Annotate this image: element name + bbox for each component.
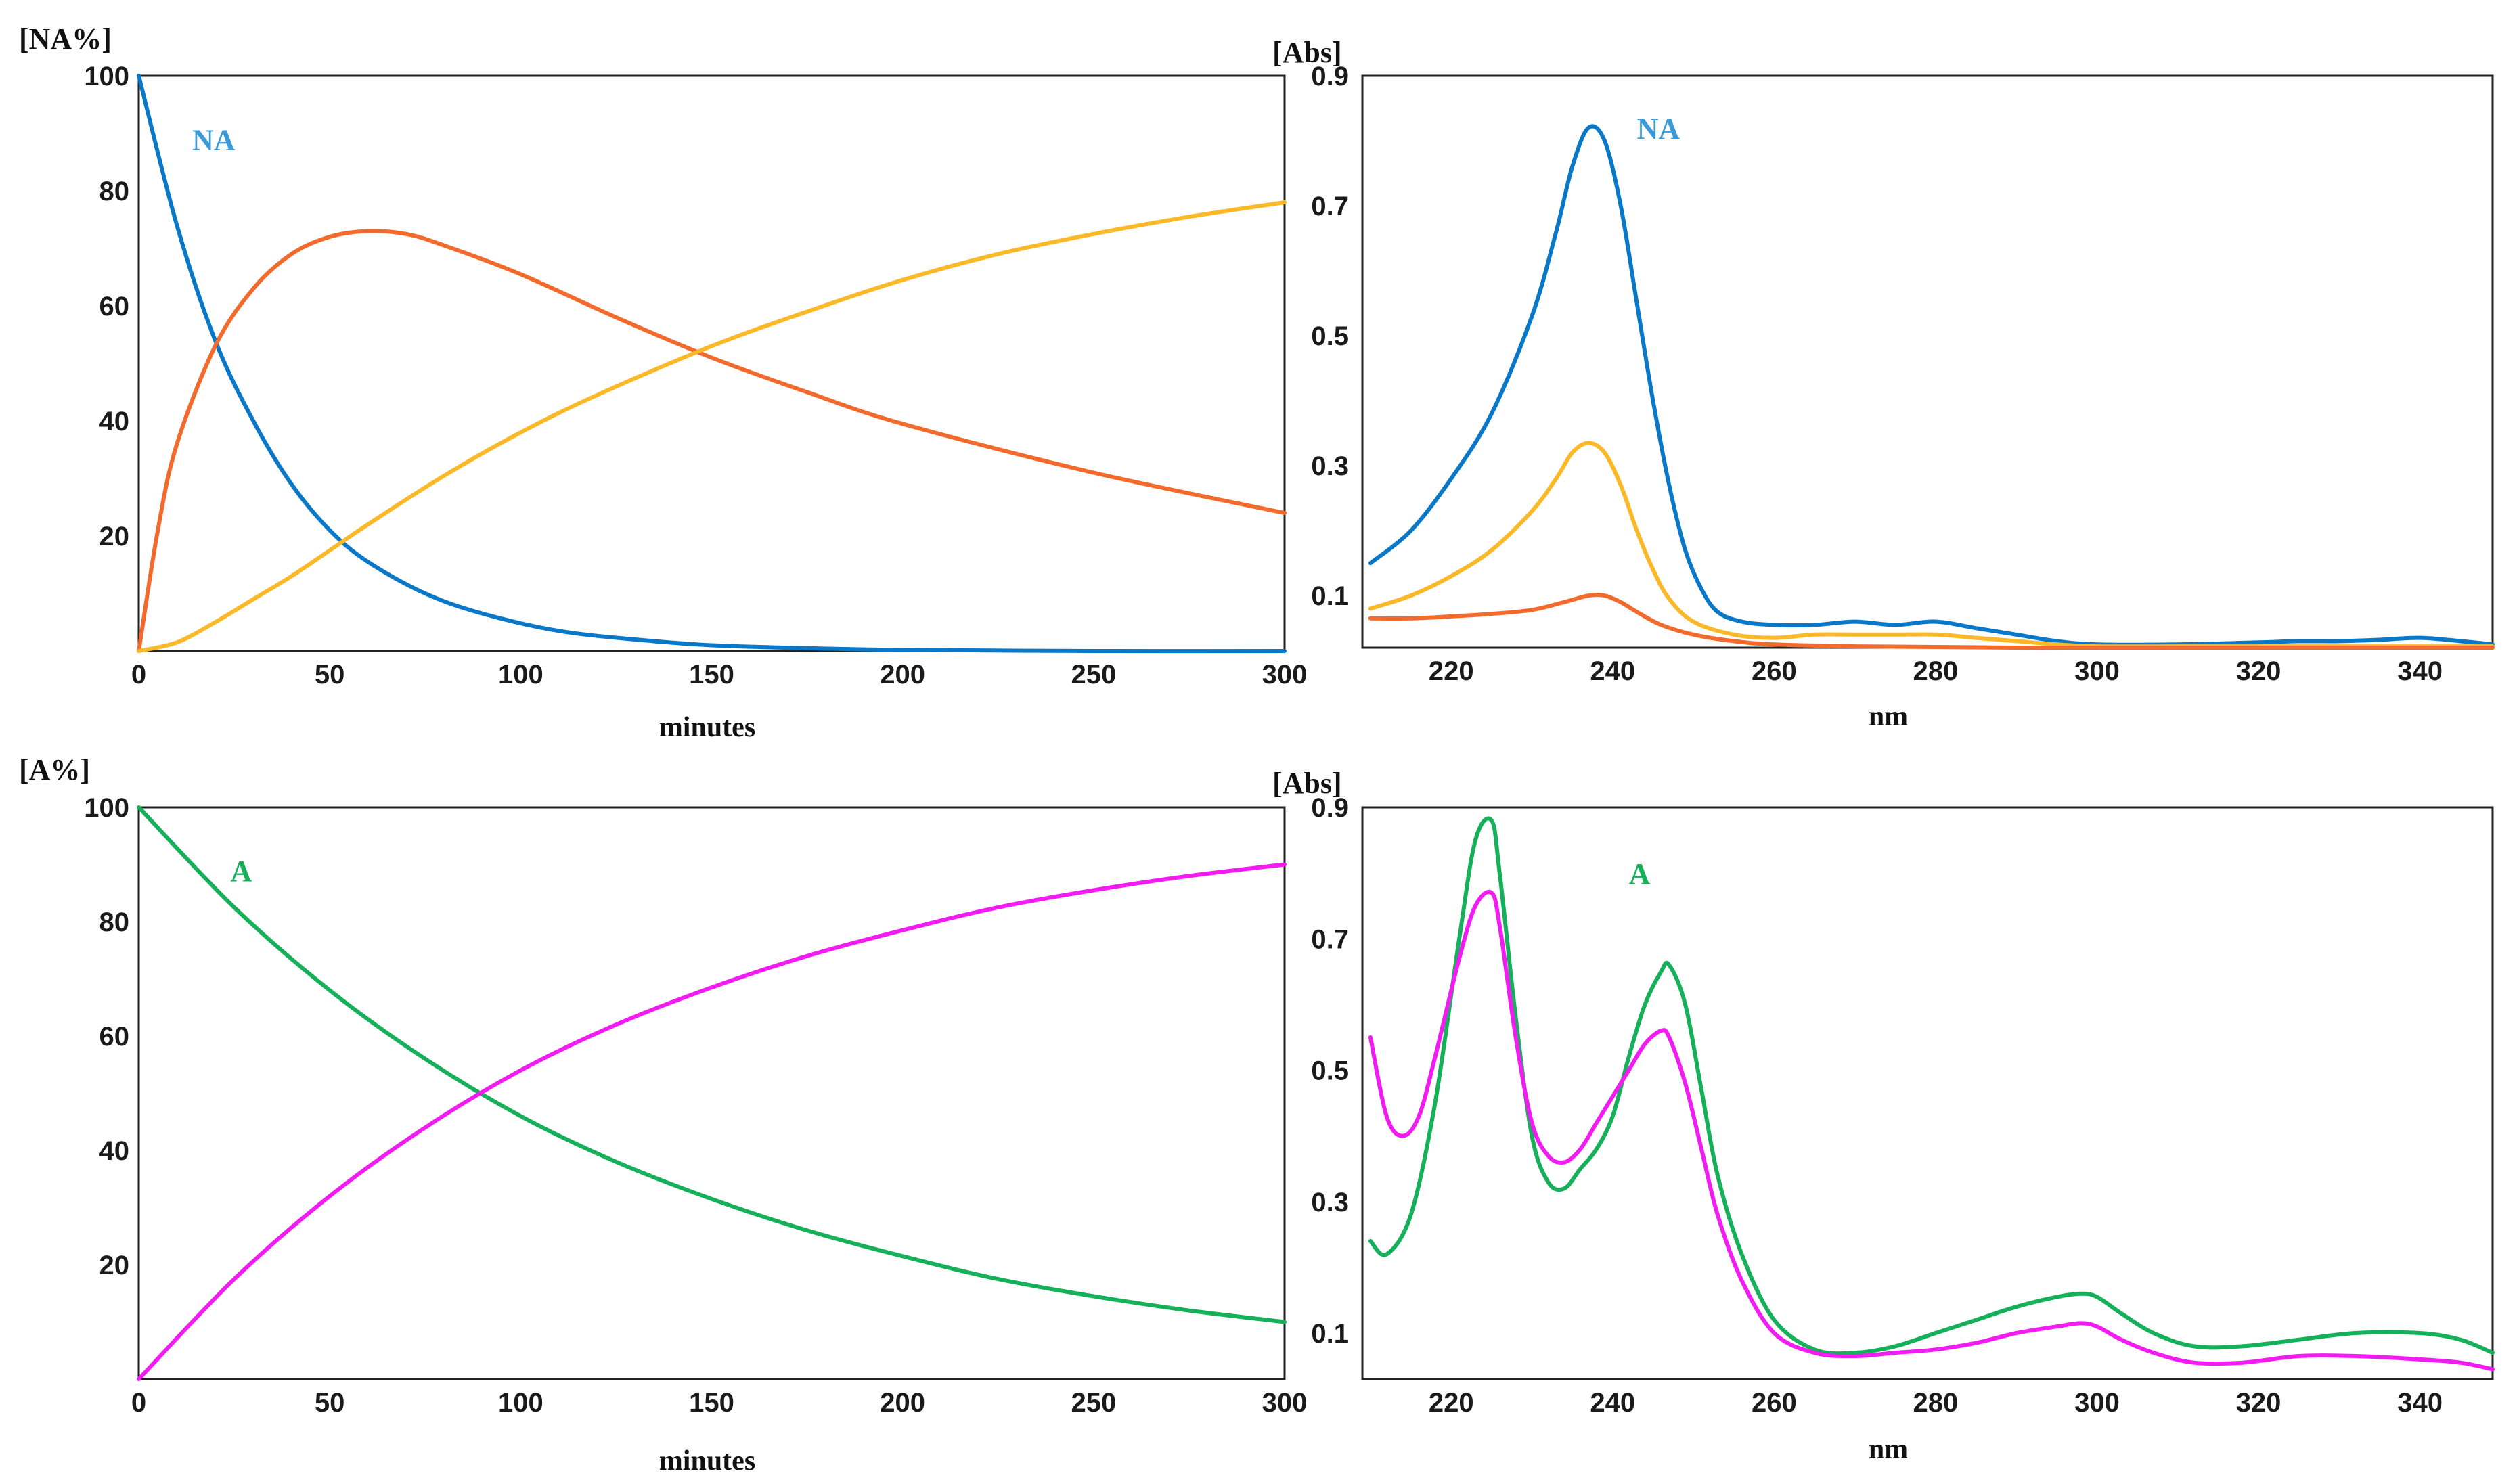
series-line-product	[137, 862, 1287, 1381]
x-axis-title: nm	[1869, 1434, 1908, 1465]
y-tick-label: 40	[99, 407, 130, 436]
series-line-product	[137, 200, 1287, 653]
x-tick-label: 260	[1752, 1388, 1797, 1418]
y-tick-label: 0.9	[1311, 793, 1349, 823]
x-tick-labels: 220 240 260 280 300 320 340	[1429, 1388, 2443, 1418]
y-tick-label: 100	[84, 62, 129, 91]
series-line-a	[137, 805, 1287, 1324]
x-tick-label: 240	[1590, 1388, 1635, 1418]
x-tick-label: 150	[689, 660, 734, 690]
x-tick-label: 220	[1429, 1388, 1474, 1418]
y-tick-label: 80	[99, 177, 130, 206]
y-tick-label: 0.5	[1311, 1056, 1349, 1086]
y-tick-label: 0.1	[1311, 581, 1349, 611]
panel-a-spectra: [Abs] nm A 220 240 260 280 300 320 340 0.10.30…	[1272, 767, 2495, 1465]
x-tick-label: 220	[1429, 656, 1474, 686]
y-tick-label: 80	[99, 907, 130, 937]
series-lines	[137, 805, 1287, 1381]
x-tick-labels: 0 50 100 150 200 250 300	[131, 1388, 1308, 1418]
x-tick-label: 50	[315, 1388, 345, 1418]
y-tick-label: 60	[99, 292, 130, 321]
series-lines	[1368, 816, 2495, 1372]
y-tick-labels: 0.1 0.3 0.5 0.7 0.9	[1311, 793, 1349, 1349]
x-tick-label: 260	[1752, 656, 1797, 686]
y-tick-labels: 20 40 60 80 100	[84, 62, 129, 552]
y-tick-label: 0.3	[1311, 1188, 1349, 1217]
x-tick-label: 200	[880, 1388, 925, 1418]
x-tick-label: 0	[131, 660, 146, 690]
panel-na-kinetics: [NA%] minutes NA 0 50 100 150 200 250 300 20 40…	[19, 22, 1307, 743]
x-tick-label: 300	[2074, 656, 2120, 686]
y-tick-label: 20	[99, 1251, 130, 1280]
x-tick-label: 300	[2074, 1388, 2120, 1418]
y-axis-title: [Abs]	[1272, 767, 1342, 800]
x-tick-label: 100	[498, 660, 543, 690]
y-tick-label: 0.7	[1311, 192, 1349, 221]
y-tick-label: 40	[99, 1136, 130, 1166]
y-tick-labels: 20 40 60 80 100	[84, 793, 129, 1280]
x-tick-label: 320	[2236, 656, 2281, 686]
panel-a-kinetics: [A%] minutes A 0 50 100 150 200 250 300 20 40 60…	[19, 753, 1307, 1477]
x-tick-label: 100	[498, 1388, 543, 1418]
y-axis-title: [A%]	[19, 753, 90, 786]
series-line-intermediate	[1368, 593, 2495, 650]
series-annotation: A	[1629, 857, 1651, 891]
y-tick-label: 0.1	[1311, 1319, 1349, 1349]
series-annotation: NA	[1637, 112, 1680, 145]
y-tick-labels: 0.1 0.3 0.5 0.7 0.9	[1311, 62, 1349, 611]
x-tick-label: 200	[880, 660, 925, 690]
x-tick-label: 320	[2236, 1388, 2281, 1418]
x-axis-title: minutes	[659, 1445, 755, 1477]
y-tick-label: 0.9	[1311, 62, 1349, 91]
y-tick-label: 20	[99, 522, 130, 552]
x-tick-label: 300	[1262, 660, 1308, 690]
panel-na-spectra: [Abs] nm NA 220 240 260 280 300 320 340 0.1 0.3…	[1272, 36, 2495, 732]
series-line-a	[1368, 816, 2495, 1356]
x-tick-label: 250	[1071, 660, 1116, 690]
x-tick-label: 340	[2397, 656, 2443, 686]
x-tick-label: 280	[1913, 656, 1959, 686]
series-line-product	[1368, 889, 2495, 1372]
x-tick-label: 150	[689, 1388, 734, 1418]
y-tick-label: 100	[84, 793, 129, 823]
x-tick-label: 50	[315, 660, 345, 690]
y-tick-label: 60	[99, 1022, 130, 1052]
x-tick-labels: 220 240 260 280 300 320 340	[1429, 656, 2443, 686]
x-axis-title: nm	[1869, 701, 1908, 732]
y-tick-label: 0.7	[1311, 924, 1349, 954]
x-tick-label: 0	[131, 1388, 146, 1418]
x-tick-label: 280	[1913, 1388, 1959, 1418]
y-axis-title: [NA%]	[19, 22, 112, 55]
y-tick-label: 0.5	[1311, 321, 1349, 351]
series-annotation: NA	[192, 124, 236, 157]
x-tick-label: 250	[1071, 1388, 1116, 1418]
series-lines	[1368, 124, 2495, 650]
y-axis-title: [Abs]	[1272, 36, 1342, 69]
series-line-na	[1368, 124, 2495, 647]
series-line-intermediate	[137, 229, 1287, 653]
series-annotation: A	[230, 855, 252, 888]
x-tick-labels: 0 50 100 150 200 250 300	[131, 660, 1308, 690]
plot-frame	[137, 806, 1286, 1380]
plot-frame	[1361, 806, 2494, 1380]
x-axis-title: minutes	[659, 712, 755, 743]
x-tick-label: 240	[1590, 656, 1635, 686]
x-tick-label: 300	[1262, 1388, 1308, 1418]
series-lines	[137, 74, 1287, 654]
x-tick-label: 340	[2397, 1388, 2443, 1418]
plot-frame	[137, 74, 1286, 652]
y-tick-label: 0.3	[1311, 451, 1349, 481]
